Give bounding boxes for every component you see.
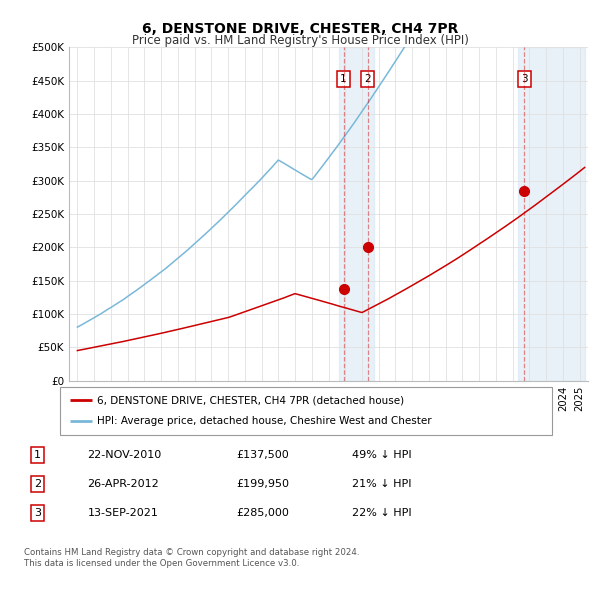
Text: HPI: Average price, detached house, Cheshire West and Chester: HPI: Average price, detached house, Ches… xyxy=(97,416,431,426)
Text: £285,000: £285,000 xyxy=(236,508,289,518)
Text: 2: 2 xyxy=(34,479,41,489)
Bar xyxy=(338,47,374,381)
Text: £137,500: £137,500 xyxy=(236,450,289,460)
Text: Price paid vs. HM Land Registry's House Price Index (HPI): Price paid vs. HM Land Registry's House … xyxy=(131,34,469,47)
Text: 13-SEP-2021: 13-SEP-2021 xyxy=(88,508,158,518)
Text: £199,950: £199,950 xyxy=(236,479,290,489)
Text: 3: 3 xyxy=(34,508,41,518)
Text: 21% ↓ HPI: 21% ↓ HPI xyxy=(352,479,412,489)
Text: 3: 3 xyxy=(521,74,527,84)
Bar xyxy=(518,47,584,381)
Text: 26-APR-2012: 26-APR-2012 xyxy=(88,479,159,489)
Text: 6, DENSTONE DRIVE, CHESTER, CH4 7PR: 6, DENSTONE DRIVE, CHESTER, CH4 7PR xyxy=(142,22,458,37)
Text: 49% ↓ HPI: 49% ↓ HPI xyxy=(352,450,412,460)
FancyBboxPatch shape xyxy=(60,387,552,435)
Text: Contains HM Land Registry data © Crown copyright and database right 2024.
This d: Contains HM Land Registry data © Crown c… xyxy=(24,548,359,568)
Text: 2: 2 xyxy=(364,74,371,84)
Text: 22% ↓ HPI: 22% ↓ HPI xyxy=(352,508,412,518)
Text: 1: 1 xyxy=(340,74,347,84)
Text: 22-NOV-2010: 22-NOV-2010 xyxy=(88,450,162,460)
Text: 1: 1 xyxy=(34,450,41,460)
Text: 6, DENSTONE DRIVE, CHESTER, CH4 7PR (detached house): 6, DENSTONE DRIVE, CHESTER, CH4 7PR (det… xyxy=(97,395,404,405)
